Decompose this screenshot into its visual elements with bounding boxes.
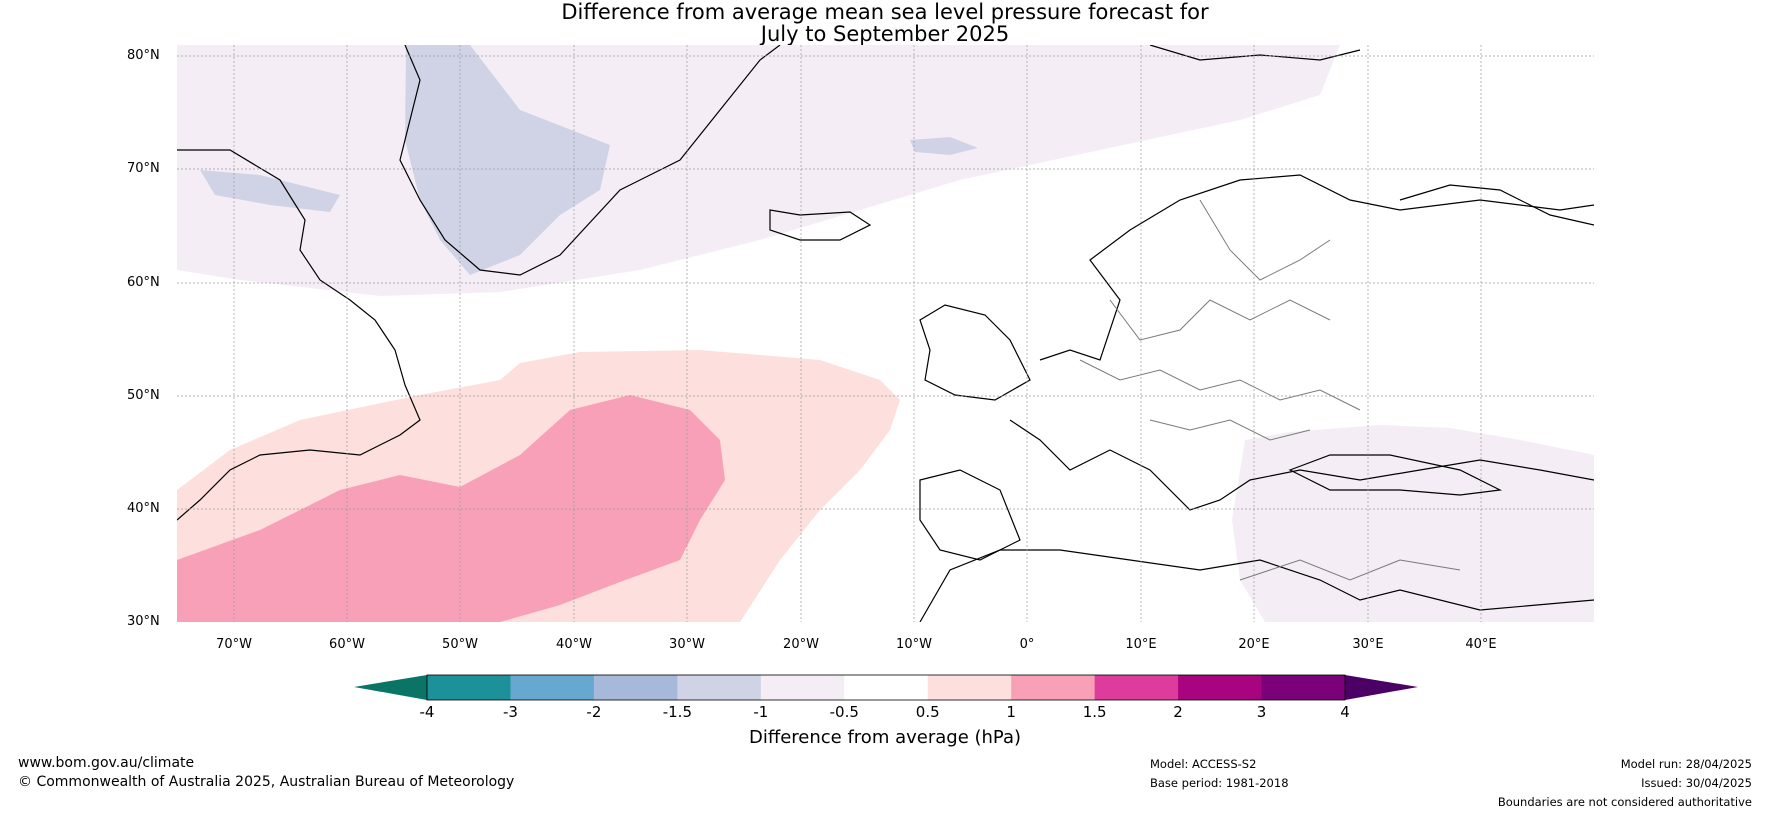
colorbar-segment-6 <box>927 675 1012 700</box>
footer-model: Model: ACCESS-S2 <box>1150 757 1257 771</box>
colorbar-tick-3: -1.5 <box>662 703 692 721</box>
colorbar-tick-10: 3 <box>1256 703 1267 721</box>
norwegian-sea-low-patch <box>910 137 978 155</box>
chart-title-line-1: Difference from average mean sea level p… <box>561 0 1209 24</box>
colorbar-segment-10 <box>1261 675 1346 700</box>
lon-label-50w: 50°W <box>442 637 478 652</box>
footer-model-run: Model run: 28/04/2025 <box>1620 757 1752 771</box>
colorbar-segment-1 <box>510 675 595 700</box>
lon-label-0: 0° <box>1019 637 1035 652</box>
coastlines <box>177 45 1594 622</box>
colorbar-segment-9 <box>1178 675 1263 700</box>
lon-label-10w: 10°W <box>896 637 932 652</box>
colorbar-segment-5 <box>844 675 929 700</box>
colorbar-tick-6: 0.5 <box>915 703 940 721</box>
colorbar-tick-2: -2 <box>586 703 602 721</box>
country-borders <box>1079 199 1461 581</box>
greenland-core-low-region <box>405 45 610 275</box>
lon-label-70w: 70°W <box>216 637 252 652</box>
atlantic-high-inner-region <box>177 395 725 622</box>
colorbar-tick-7: 1 <box>1006 703 1016 721</box>
colorbar-segment-7 <box>1011 675 1096 700</box>
colorbar-segment-3 <box>677 675 762 700</box>
lat-label-60n: 60°N <box>127 275 160 290</box>
lon-label-30w: 30°W <box>669 637 705 652</box>
lon-label-40w: 40°W <box>556 637 592 652</box>
colorbar-tick-11: 4 <box>1340 703 1350 721</box>
lon-label-20e: 20°E <box>1238 637 1270 652</box>
pressure-anomaly-map <box>177 45 1594 622</box>
colorbar-tick-0: -4 <box>419 703 435 721</box>
lat-label-40n: 40°N <box>127 501 160 516</box>
colorbar-over-arrow <box>1345 675 1418 700</box>
footer-disclaimer: Boundaries are not considered authoritat… <box>1497 795 1752 809</box>
labrador-low-patch <box>200 170 340 212</box>
colorbar-segment-2 <box>593 675 678 700</box>
colorbar-segment-8 <box>1094 675 1179 700</box>
colorbar-outline <box>426 674 1346 701</box>
lon-label-40e: 40°E <box>1465 637 1497 652</box>
lat-label-70n: 70°N <box>127 161 160 176</box>
footer-base-period: Base period: 1981-2018 <box>1150 776 1289 790</box>
lon-label-20w: 20°W <box>783 637 819 652</box>
footer-website: www.bom.gov.au/climate <box>18 755 195 771</box>
colorbar-tick-4: -1 <box>753 703 769 721</box>
lat-label-30n: 30°N <box>127 614 160 629</box>
footer-copyright: © Commonwealth of Australia 2025, Austra… <box>18 774 515 790</box>
colorbar-under-arrow <box>354 675 427 700</box>
colorbar <box>354 674 1418 701</box>
chart-title-line-2: July to September 2025 <box>760 22 1010 46</box>
colorbar-segment-0 <box>427 675 511 700</box>
lat-label-80n: 80°N <box>127 48 160 63</box>
footer-issued: Issued: 30/04/2025 <box>1641 776 1752 790</box>
lon-label-10e: 10°E <box>1125 637 1157 652</box>
colorbar-tick-5: -0.5 <box>829 703 859 721</box>
lon-label-60w: 60°W <box>329 637 365 652</box>
colorbar-segment-4 <box>760 675 845 700</box>
lat-label-50n: 50°N <box>127 388 160 403</box>
colorbar-label: Difference from average (hPa) <box>748 727 1022 748</box>
colorbar-tick-1: -3 <box>502 703 518 721</box>
graticule <box>177 45 1594 622</box>
colorbar-tick-8: 1.5 <box>1082 703 1107 721</box>
lon-label-30e: 30°E <box>1352 637 1384 652</box>
colorbar-tick-9: 2 <box>1173 703 1183 721</box>
